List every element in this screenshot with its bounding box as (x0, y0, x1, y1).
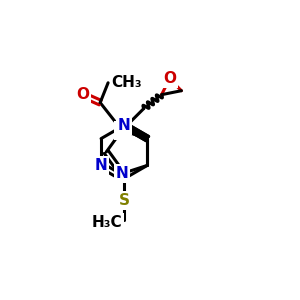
Text: CH₃: CH₃ (111, 75, 142, 90)
Text: H₃C: H₃C (92, 215, 122, 230)
Text: N: N (116, 123, 128, 138)
Text: N: N (118, 118, 130, 133)
Text: N: N (95, 158, 107, 173)
Text: N: N (116, 166, 128, 181)
Text: O: O (76, 87, 89, 102)
Text: O: O (163, 71, 176, 86)
Text: S: S (119, 193, 130, 208)
